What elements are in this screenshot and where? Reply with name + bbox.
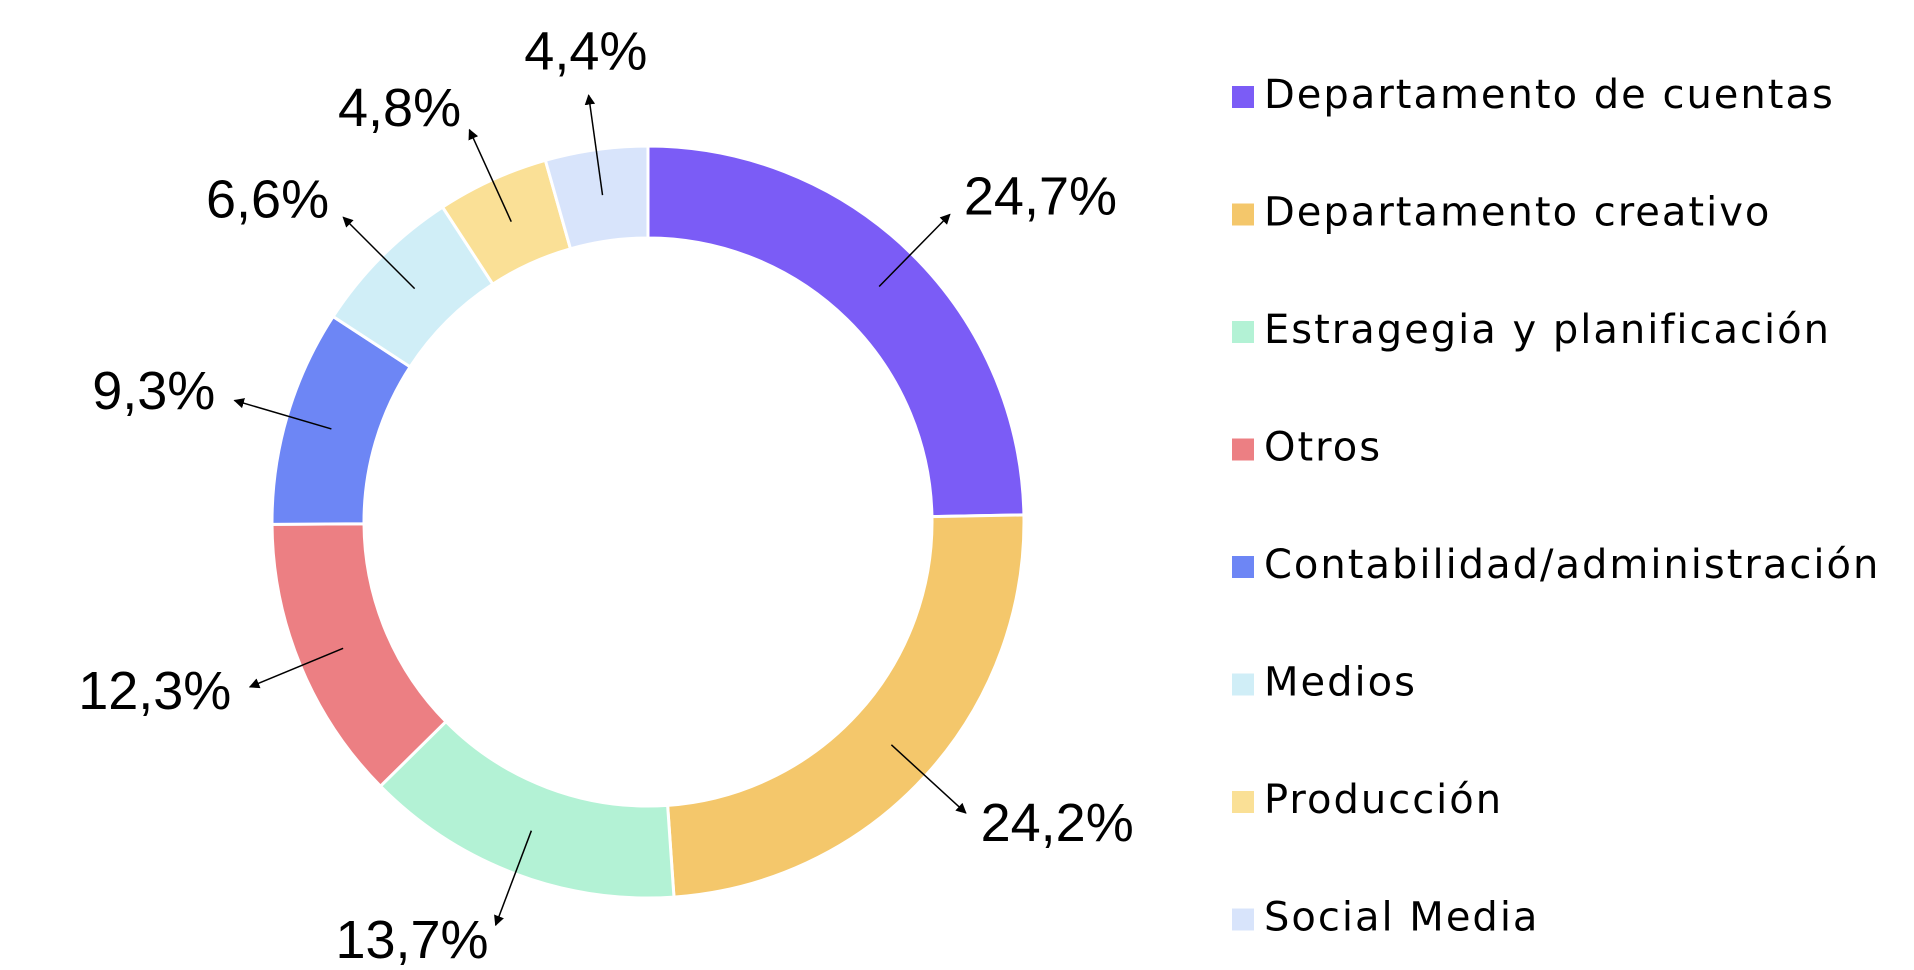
leader-line — [233, 398, 332, 430]
legend-label: Departamento de cuentas — [1264, 72, 1835, 118]
legend-swatch — [1232, 556, 1254, 578]
slice — [543, 144, 650, 251]
legend-swatch — [1232, 438, 1254, 461]
leader-line — [342, 216, 416, 290]
data-label: 4,4% — [524, 22, 647, 82]
data-label: 13,7% — [335, 910, 488, 970]
slice — [666, 513, 1026, 899]
legend-swatch — [1232, 86, 1254, 108]
legend-label: Producción — [1264, 777, 1503, 823]
legend-label: Medios — [1264, 660, 1417, 706]
leader-line — [468, 128, 512, 222]
data-label: 6,6% — [206, 169, 329, 229]
data-label: 24,7% — [964, 166, 1117, 226]
data-label: 12,3% — [78, 661, 231, 721]
leader-line — [584, 94, 604, 196]
slice — [646, 144, 1026, 519]
leader-line — [878, 213, 951, 287]
data-label: 4,8% — [338, 78, 461, 138]
legend-label: Otros — [1264, 425, 1382, 471]
data-label: 24,2% — [981, 793, 1134, 853]
slice — [270, 522, 449, 789]
leader-line — [248, 647, 344, 689]
legend-swatch — [1232, 203, 1254, 226]
legend-swatch — [1232, 321, 1254, 343]
leader-line — [890, 744, 967, 814]
leader-line — [494, 830, 533, 927]
legend-swatch — [1232, 908, 1254, 931]
legend-label: Social Media — [1264, 895, 1539, 941]
legend-swatch — [1232, 673, 1254, 696]
legend-label: Estragegia y planificación — [1264, 307, 1831, 353]
legend-swatch — [1232, 791, 1254, 813]
legend-label: Departamento creativo — [1264, 190, 1771, 236]
legend-label: Contabilidad/administración — [1264, 542, 1880, 588]
data-label: 9,3% — [92, 361, 215, 421]
slice — [378, 719, 676, 900]
